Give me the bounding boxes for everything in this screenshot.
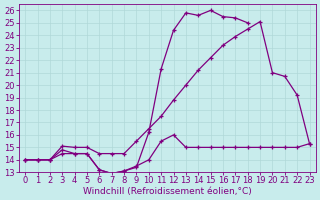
X-axis label: Windchill (Refroidissement éolien,°C): Windchill (Refroidissement éolien,°C): [83, 187, 252, 196]
